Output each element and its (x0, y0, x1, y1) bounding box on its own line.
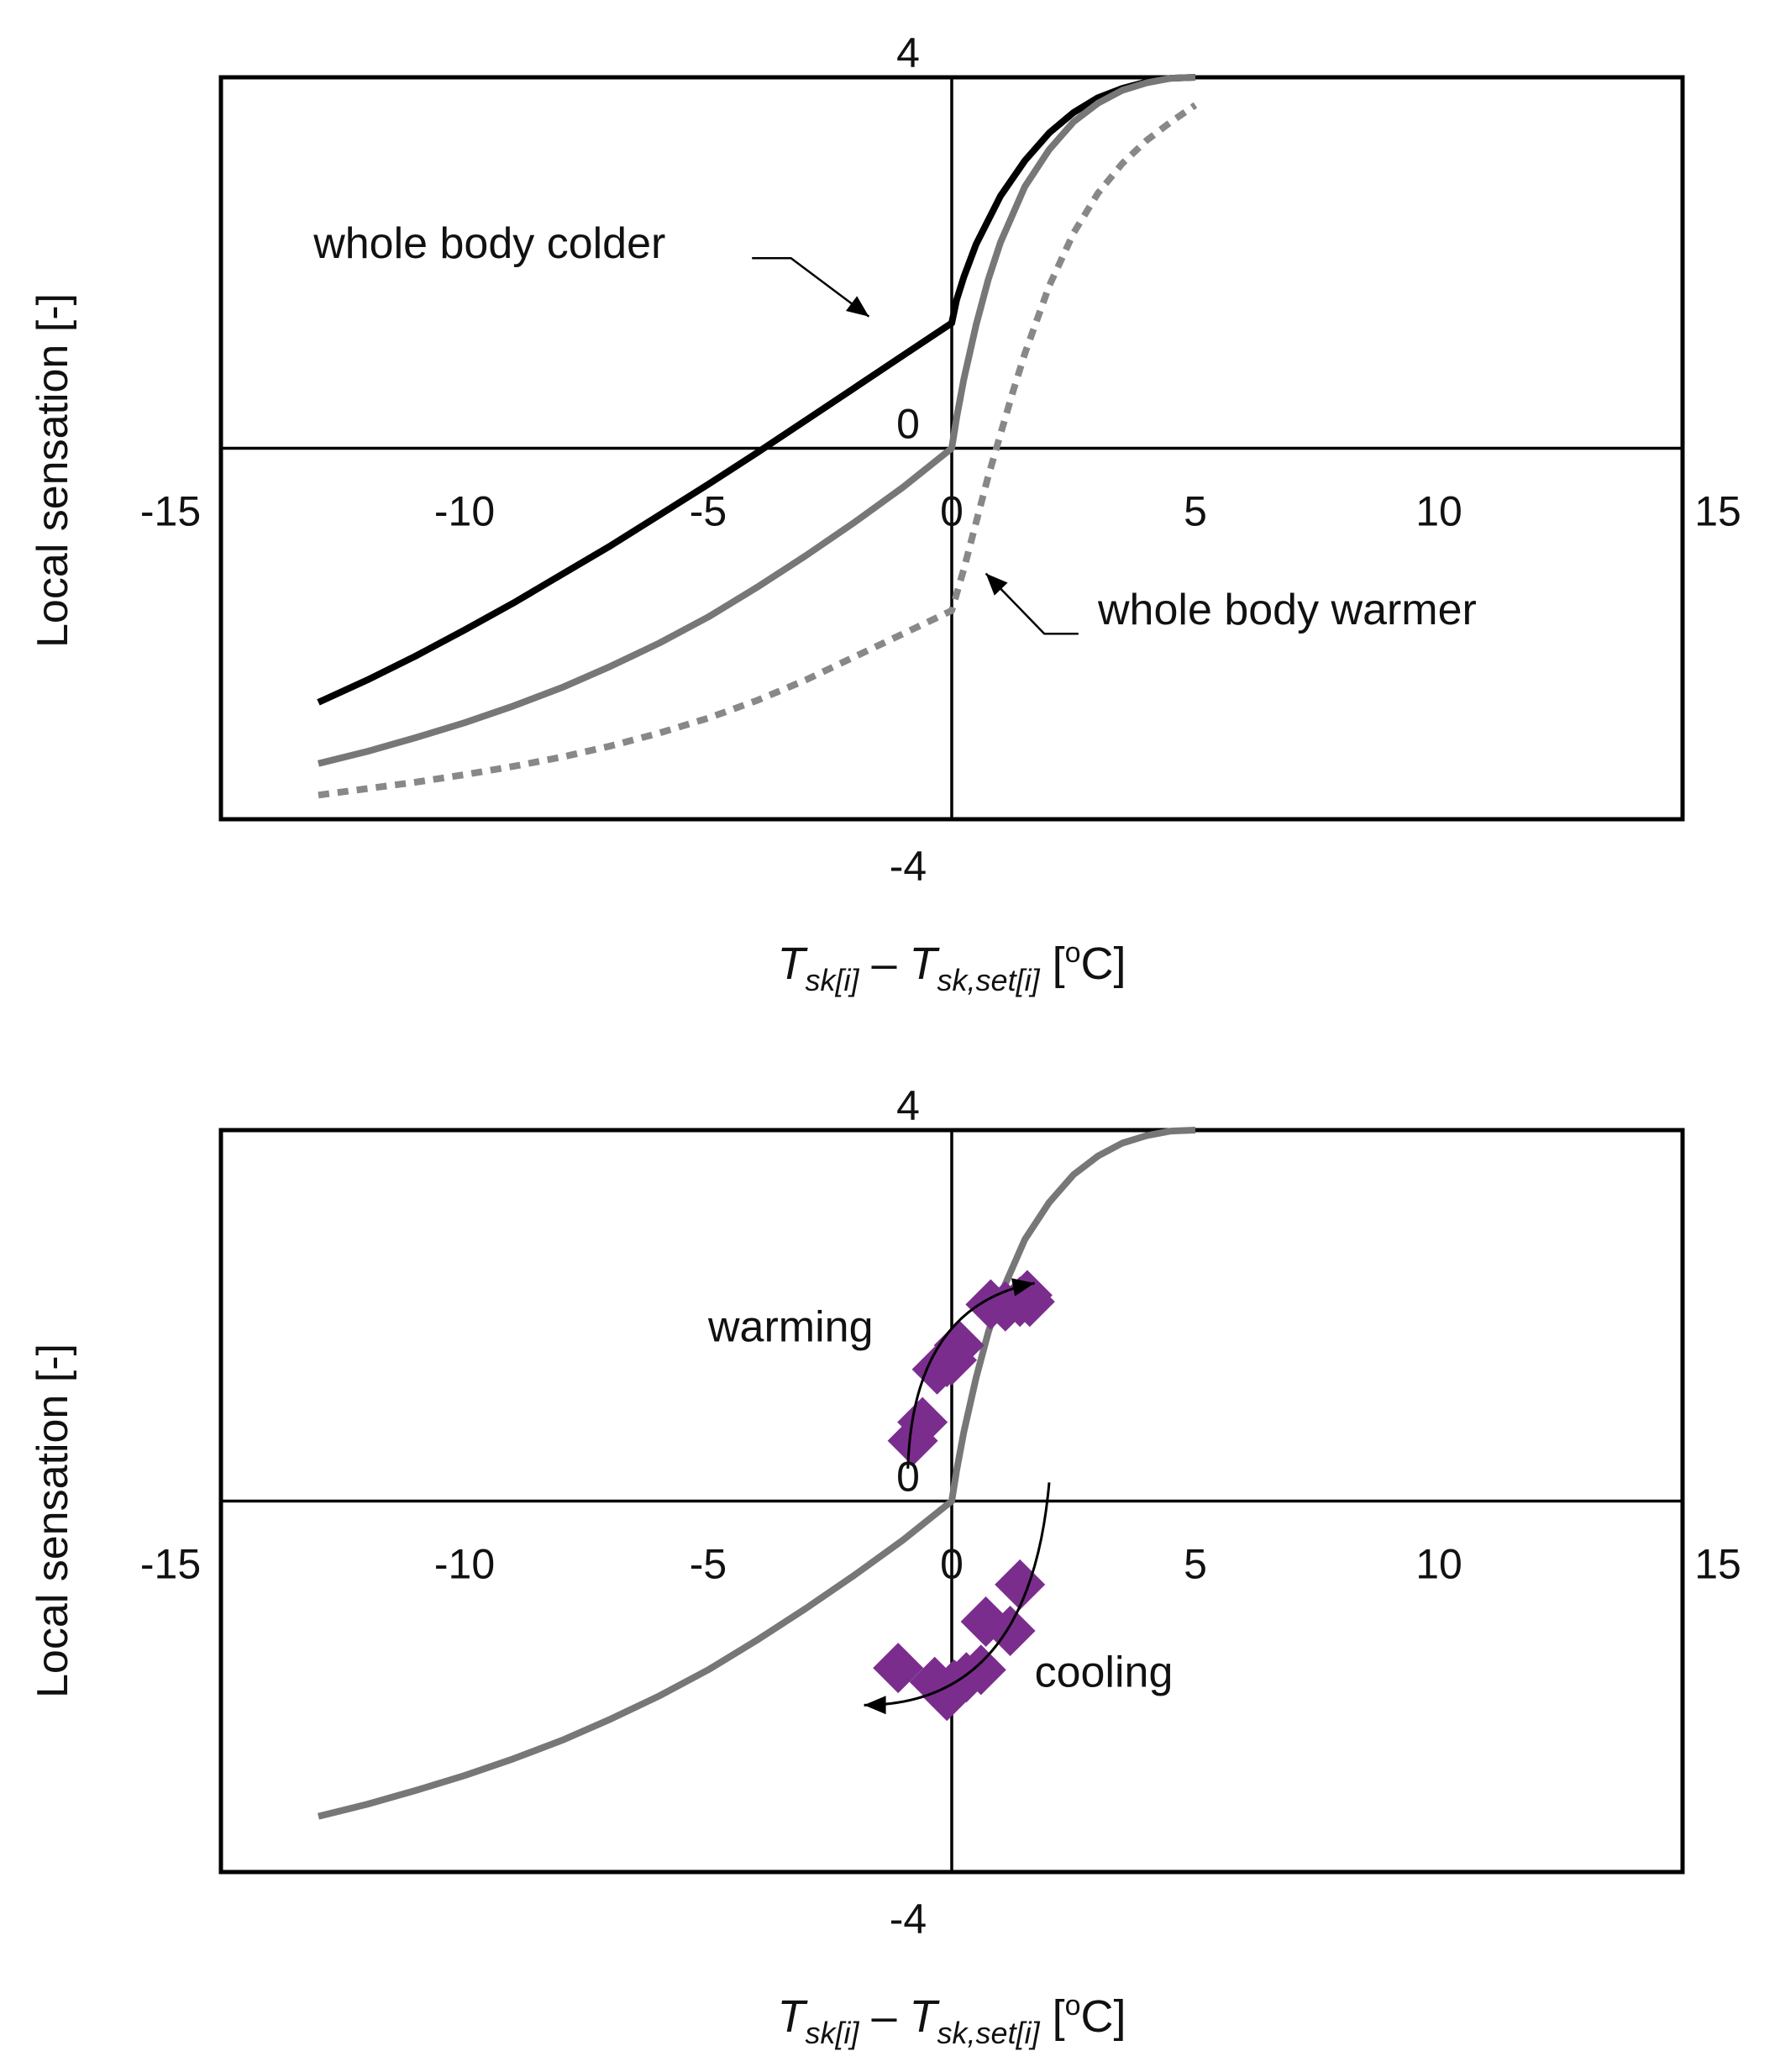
series-line-3 (318, 102, 1198, 799)
y-tick-label-zero: 0 (896, 401, 920, 448)
x-tick-label: 0 (940, 488, 964, 535)
y-tick-label-zero: 0 (896, 1454, 920, 1501)
cooling-point (995, 1559, 1046, 1610)
y-axis-title: Local sensation [-] (29, 293, 77, 648)
warming-arrowhead (1011, 1278, 1035, 1296)
y-tick-label-top: 4 (896, 1082, 920, 1129)
warming-point (933, 1320, 985, 1371)
y-axis-title: Local sensation [-] (29, 1344, 77, 1698)
cooling-point (955, 1644, 1006, 1696)
arrowhead-warmer (985, 573, 1008, 596)
x-tick-label: -5 (690, 488, 727, 535)
panel-top: Tsk[i] – Tsk,set[i] [oC] whole body colde… (218, 74, 1685, 997)
leader-line-colder (752, 256, 870, 318)
series-line-2 (318, 74, 1196, 767)
x-tick-label: -15 (140, 488, 201, 535)
x-axis-title: Tsk[i] – Tsk,set[i] [oC] (777, 937, 1126, 997)
x-tick-label: 10 (1415, 488, 1462, 535)
warming-arrow (906, 1281, 1035, 1469)
y-tick-label-bottom: -4 (890, 843, 927, 890)
x-tick-label: 15 (1694, 488, 1741, 535)
annotation-whole-body-warmer: whole body warmer (1097, 586, 1477, 634)
x-tick-label: 0 (940, 1541, 964, 1588)
cooling-arrow (864, 1482, 1051, 1707)
x-tick-label: 10 (1415, 1541, 1462, 1588)
annotation-whole-body-colder: whole body colder (312, 219, 665, 268)
x-tick-label: -5 (690, 1541, 727, 1588)
annotation-cooling: cooling (1035, 1648, 1174, 1696)
annotation-warming: warming (707, 1303, 874, 1352)
y-tick-label-bottom: -4 (890, 1896, 927, 1943)
x-tick-label: -10 (434, 1541, 495, 1588)
x-tick-label: 5 (1184, 488, 1207, 535)
series-line-1 (317, 74, 1196, 706)
x-tick-label: -15 (140, 1541, 201, 1588)
y-tick-label-top: 4 (896, 29, 920, 76)
sensation-curve (318, 1127, 1196, 1820)
leader-line-warmer (985, 572, 1079, 635)
x-tick-label: -10 (434, 488, 495, 535)
x-tick-label: 15 (1694, 1541, 1741, 1588)
x-axis-title: Tsk[i] – Tsk,set[i] [oC] (777, 1990, 1126, 2050)
arrowhead-colder (846, 296, 869, 317)
cooling-point (873, 1643, 924, 1694)
cooling-arrowhead (864, 1696, 886, 1715)
x-tick-label: 5 (1184, 1541, 1207, 1588)
panel-bottom: Tsk[i] – Tsk,set[i] [oC] warming cooling (218, 1127, 1685, 2050)
